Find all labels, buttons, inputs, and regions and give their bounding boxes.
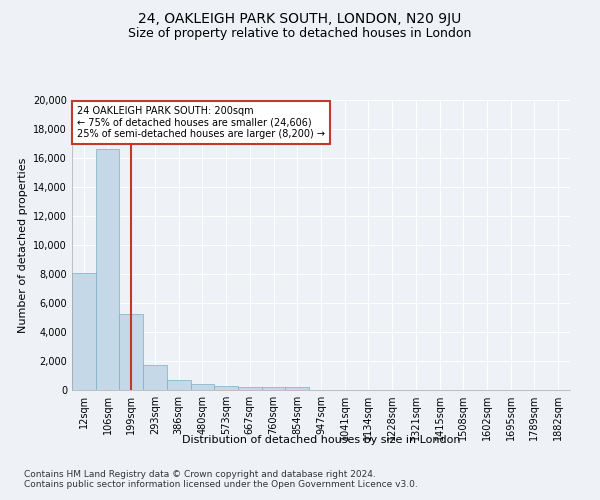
Bar [286, 386, 309, 390]
Bar [214, 386, 238, 390]
Bar [143, 364, 167, 390]
Bar [96, 150, 119, 390]
Bar [119, 314, 143, 390]
Text: 24, OAKLEIGH PARK SOUTH, LONDON, N20 9JU: 24, OAKLEIGH PARK SOUTH, LONDON, N20 9JU [139, 12, 461, 26]
Bar [262, 387, 286, 390]
Text: Contains public sector information licensed under the Open Government Licence v3: Contains public sector information licen… [24, 480, 418, 489]
Text: 24 OAKLEIGH PARK SOUTH: 200sqm
← 75% of detached houses are smaller (24,606)
25%: 24 OAKLEIGH PARK SOUTH: 200sqm ← 75% of … [77, 106, 325, 139]
Bar [238, 387, 262, 390]
Bar [167, 380, 191, 390]
Text: Distribution of detached houses by size in London: Distribution of detached houses by size … [182, 435, 460, 445]
Bar [72, 274, 96, 390]
Text: Contains HM Land Registry data © Crown copyright and database right 2024.: Contains HM Land Registry data © Crown c… [24, 470, 376, 479]
Y-axis label: Number of detached properties: Number of detached properties [18, 158, 28, 332]
Text: Size of property relative to detached houses in London: Size of property relative to detached ho… [128, 28, 472, 40]
Bar [191, 384, 214, 390]
